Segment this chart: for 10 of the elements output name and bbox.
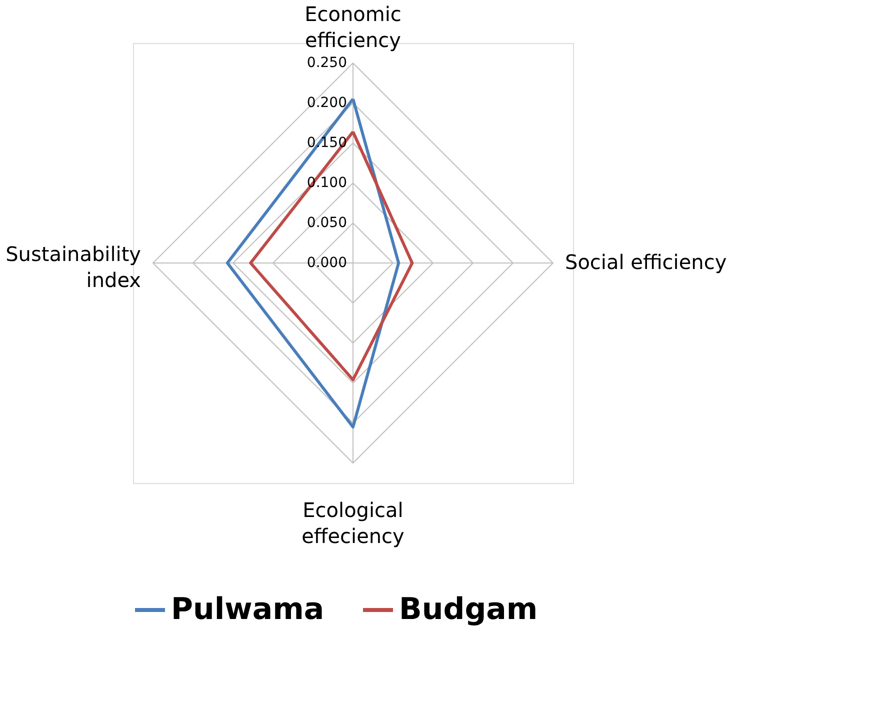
spoke-label: Ecological effeciency (302, 498, 405, 548)
spoke-label: Sustainability index (6, 242, 142, 292)
y-tick-label: 0.050 (306, 215, 347, 231)
legend-label: Budgam (399, 592, 538, 627)
spoke-label: Social efficiency (565, 250, 727, 274)
y-tick-label: 0.250 (306, 55, 347, 71)
spoke-label: Economic efficiency (304, 2, 402, 52)
legend-label: Pulwama (171, 592, 324, 627)
y-tick-label: 0.200 (306, 95, 347, 111)
y-tick-label: 0.000 (306, 255, 347, 271)
